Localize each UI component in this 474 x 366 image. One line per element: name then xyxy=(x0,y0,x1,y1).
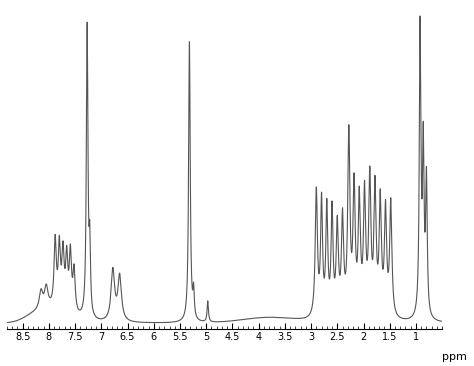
Text: ppm: ppm xyxy=(442,352,467,362)
